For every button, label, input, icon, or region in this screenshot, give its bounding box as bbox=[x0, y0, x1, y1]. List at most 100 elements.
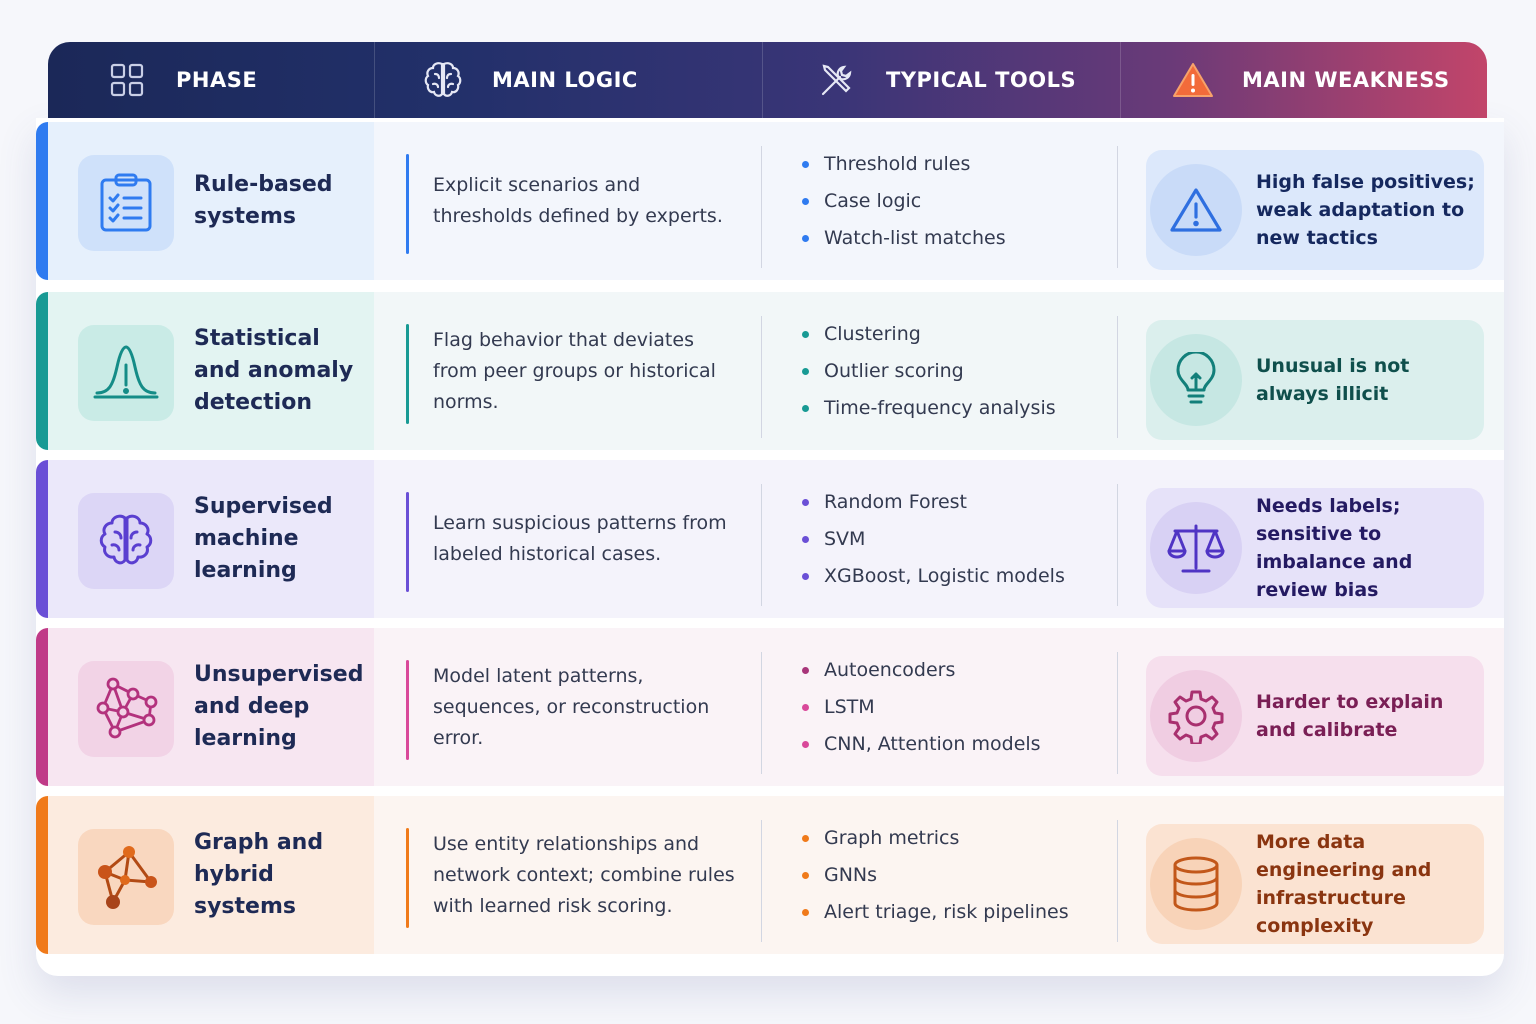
tool-label: CNN, Attention models bbox=[824, 733, 1041, 755]
tool-label: Watch-list matches bbox=[824, 227, 1006, 249]
list-item: Alert triage, risk pipelines bbox=[802, 894, 1142, 931]
bullet-dot bbox=[802, 871, 809, 879]
weakness-card: Unusual is not always illicit bbox=[1146, 320, 1484, 440]
header-typical-tools-label: TYPICAL TOOLS bbox=[886, 68, 1077, 92]
tool-label: Time-frequency analysis bbox=[824, 397, 1056, 419]
column-divider bbox=[1117, 316, 1118, 438]
brain-icon bbox=[420, 57, 466, 103]
column-divider bbox=[1117, 820, 1118, 942]
header-phase-label: PHASE bbox=[176, 68, 258, 92]
tools-list: Clustering Outlier scoring Time-frequenc… bbox=[802, 292, 1142, 450]
column-divider bbox=[1117, 146, 1118, 268]
lightbulb-icon bbox=[1150, 334, 1242, 426]
tools-list: Autoencoders LSTM CNN, Attention models bbox=[802, 628, 1142, 786]
row-accent bbox=[36, 796, 48, 954]
column-divider bbox=[1117, 652, 1118, 774]
column-divider bbox=[761, 316, 762, 438]
graph-network-icon bbox=[78, 829, 174, 925]
tool-label: SVM bbox=[824, 528, 866, 550]
list-item: Outlier scoring bbox=[802, 353, 1142, 390]
bullet-dot bbox=[802, 703, 809, 711]
weakness-text: More data engineering and infrastructure… bbox=[1256, 831, 1432, 937]
bullet-dot bbox=[802, 160, 809, 168]
list-item: Autoencoders bbox=[802, 652, 1142, 689]
main-logic-text: Learn suspicious patterns from labeled h… bbox=[433, 512, 727, 565]
row-accent bbox=[36, 292, 48, 450]
tool-label: Outlier scoring bbox=[824, 360, 964, 382]
list-item: Random Forest bbox=[802, 484, 1142, 521]
weakness-text: Needs labels; sensitive to imbalance and… bbox=[1256, 495, 1413, 601]
header-main-logic-label: MAIN LOGIC bbox=[492, 68, 638, 92]
bullet-dot bbox=[802, 498, 809, 506]
list-item: Graph metrics bbox=[802, 820, 1142, 857]
list-item: Time-frequency analysis bbox=[802, 390, 1142, 427]
list-item: XGBoost, Logistic models bbox=[802, 558, 1142, 595]
tool-label: LSTM bbox=[824, 696, 875, 718]
warning-triangle-icon bbox=[1150, 164, 1242, 256]
table-row: Statistical and anomaly detection Flag b… bbox=[36, 292, 1504, 450]
bullet-dot bbox=[802, 908, 809, 916]
main-logic-text: Flag behavior that deviates from peer gr… bbox=[433, 328, 716, 413]
list-item: LSTM bbox=[802, 689, 1142, 726]
logic-accent-bar bbox=[406, 324, 409, 424]
table-row: Unsupervised and deep learning Model lat… bbox=[36, 628, 1504, 786]
bullet-dot bbox=[802, 740, 809, 748]
row-accent bbox=[36, 460, 48, 618]
neural-network-icon bbox=[78, 661, 174, 757]
header-main-weakness: MAIN WEAKNESS bbox=[1170, 42, 1450, 118]
table-row: Rule-based systems Explicit scenarios an… bbox=[36, 122, 1504, 280]
list-item: Case logic bbox=[802, 183, 1142, 220]
phase-title: Rule-based systems bbox=[194, 172, 333, 229]
phase-title: Unsupervised and deep learning bbox=[194, 662, 364, 751]
header-divider bbox=[374, 42, 375, 118]
list-item: CNN, Attention models bbox=[802, 726, 1142, 763]
row-accent bbox=[36, 628, 48, 786]
clipboard-checklist-icon bbox=[78, 155, 174, 251]
header-phase: PHASE bbox=[104, 42, 257, 118]
bullet-dot bbox=[802, 234, 809, 242]
phase-title: Supervised machine learning bbox=[194, 494, 333, 583]
bullet-dot bbox=[802, 197, 809, 205]
bullet-dot bbox=[802, 367, 809, 375]
weakness-card: Needs labels; sensitive to imbalance and… bbox=[1146, 488, 1484, 608]
phase-title: Statistical and anomaly detection bbox=[194, 326, 354, 415]
list-item: SVM bbox=[802, 521, 1142, 558]
tool-label: Random Forest bbox=[824, 491, 968, 513]
column-divider bbox=[761, 820, 762, 942]
comparison-table: PHASE MAIN LOGIC TYPICAL TOOLS bbox=[36, 42, 1504, 976]
weakness-text: Unusual is not always illicit bbox=[1256, 355, 1410, 405]
tools-list: Threshold rules Case logic Watch-list ma… bbox=[802, 122, 1142, 280]
header-divider bbox=[1120, 42, 1121, 118]
weakness-text: Harder to explain and calibrate bbox=[1256, 691, 1444, 741]
row-accent bbox=[36, 122, 48, 280]
bullet-dot bbox=[802, 666, 809, 674]
tool-label: Alert triage, risk pipelines bbox=[824, 901, 1069, 923]
phase-title: Graph and hybrid systems bbox=[194, 830, 324, 919]
column-divider bbox=[761, 146, 762, 268]
bullet-dot bbox=[802, 404, 809, 412]
tool-label: Graph metrics bbox=[824, 827, 960, 849]
weakness-card: Harder to explain and calibrate bbox=[1146, 656, 1484, 776]
tool-label: Case logic bbox=[824, 190, 922, 212]
table-row: Graph and hybrid systems Use entity rela… bbox=[36, 796, 1504, 954]
list-item: Watch-list matches bbox=[802, 220, 1142, 257]
bullet-dot bbox=[802, 535, 809, 543]
bullet-dot bbox=[802, 834, 809, 842]
weakness-card: More data engineering and infrastructure… bbox=[1146, 824, 1484, 944]
weakness-text: High false positives; weak adaptation to… bbox=[1256, 171, 1475, 249]
header-divider bbox=[762, 42, 763, 118]
tools-list: Random Forest SVM XGBoost, Logistic mode… bbox=[802, 460, 1142, 618]
logic-accent-bar bbox=[406, 828, 409, 928]
warning-icon bbox=[1170, 57, 1216, 103]
table-row: Supervised machine learning Learn suspic… bbox=[36, 460, 1504, 618]
bullet-dot bbox=[802, 572, 809, 580]
list-item: Clustering bbox=[802, 316, 1142, 353]
table-header: PHASE MAIN LOGIC TYPICAL TOOLS bbox=[48, 42, 1487, 118]
weakness-card: High false positives; weak adaptation to… bbox=[1146, 150, 1484, 270]
bullet-dot bbox=[802, 330, 809, 338]
logic-accent-bar bbox=[406, 154, 409, 254]
header-main-weakness-label: MAIN WEAKNESS bbox=[1242, 68, 1450, 92]
bell-curve-icon bbox=[78, 325, 174, 421]
logic-accent-bar bbox=[406, 660, 409, 760]
main-logic-text: Explicit scenarios and thresholds define… bbox=[433, 174, 723, 227]
